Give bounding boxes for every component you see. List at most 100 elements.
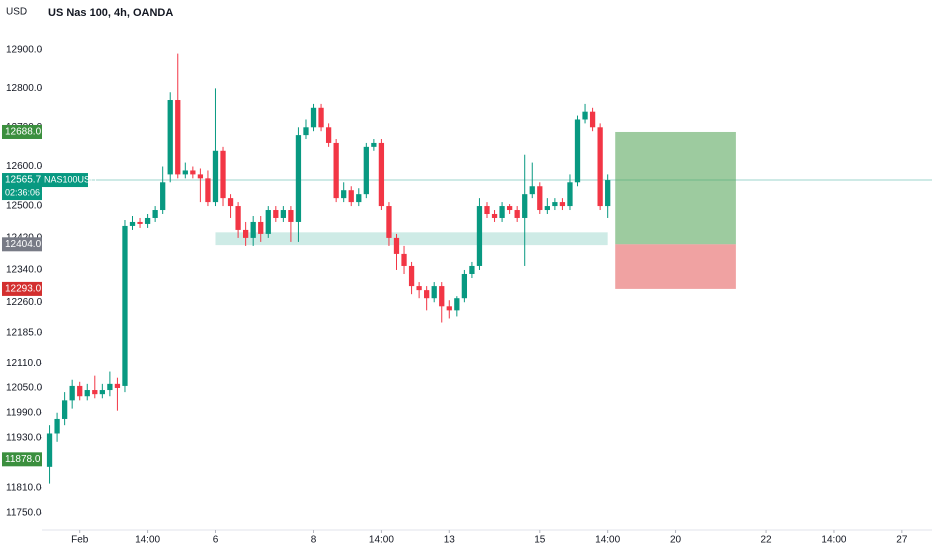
countdown: 02:36:06	[5, 187, 40, 197]
candle-body	[514, 210, 520, 218]
candle-body	[522, 194, 528, 218]
candle-body	[258, 221, 264, 234]
candle-body	[84, 390, 90, 397]
y-tick-label: 11810.0	[6, 482, 42, 493]
candle-body	[220, 150, 226, 199]
candle-body	[431, 286, 437, 299]
candle-body	[310, 107, 317, 128]
candle-body	[325, 127, 332, 143]
y-tick-label: 12800.0	[6, 83, 43, 94]
candle-body	[182, 170, 188, 175]
x-tick-label: 14:00	[595, 535, 620, 546]
support-zone	[215, 232, 608, 246]
symbol: NAS100USD	[44, 174, 97, 184]
candle-body	[333, 142, 339, 199]
candle-body	[175, 100, 181, 175]
x-tick-label: 8	[311, 535, 317, 546]
x-tick-label: 15	[534, 535, 546, 546]
candle-body	[129, 221, 136, 226]
candle-body	[77, 385, 83, 397]
y-tick-label: 11750.0	[6, 508, 42, 519]
candle-body	[484, 206, 490, 214]
last-price: 12565.7	[5, 175, 42, 186]
candle-body	[265, 210, 271, 234]
candle-body	[122, 225, 128, 386]
y-tick-label: 12260.0	[6, 297, 43, 308]
candle-body	[197, 174, 204, 179]
candle-body	[144, 217, 151, 224]
stop-tag: 12293.0	[5, 284, 42, 295]
candle-body	[303, 127, 309, 136]
candle-body	[273, 210, 279, 218]
y-tick-label: 12900.0	[6, 44, 43, 55]
candle-body	[341, 190, 347, 199]
y-tick-label: 11930.0	[6, 432, 42, 443]
candle-body	[243, 229, 249, 238]
candle-body	[190, 170, 196, 175]
candle-body	[476, 206, 483, 266]
y-tick-label: 12185.0	[6, 327, 43, 338]
last-price-bg	[2, 173, 42, 201]
y-tick-label: 12340.0	[6, 265, 43, 276]
candle-body	[454, 298, 460, 311]
marker-tag-bg	[2, 452, 42, 467]
marker-tag: 11878.0	[5, 454, 41, 465]
candle-body	[107, 383, 113, 391]
candle-body	[439, 286, 445, 307]
candle-body	[386, 206, 392, 238]
candle-body	[446, 306, 452, 311]
x-tick-label: 13	[444, 535, 456, 546]
candle-body	[227, 198, 234, 207]
candle-body	[280, 210, 286, 218]
candle-body	[92, 390, 98, 395]
candle-body	[401, 253, 407, 266]
candle-body	[491, 213, 498, 218]
candle-body	[461, 273, 468, 299]
candle-body	[529, 186, 535, 195]
candle-body	[597, 127, 603, 207]
candle-body	[378, 142, 385, 207]
candle-body	[99, 390, 105, 395]
candle-body	[499, 206, 505, 218]
candle-body	[506, 206, 513, 211]
candle-body	[393, 237, 400, 254]
candle-body	[574, 119, 581, 183]
y-tick-label: 12050.0	[6, 383, 43, 394]
candle-body	[167, 100, 173, 175]
candle-body	[295, 135, 302, 222]
candle-body	[160, 182, 166, 211]
candle-body	[408, 265, 415, 287]
x-tick-label: 22	[761, 535, 773, 546]
symbol-bg	[42, 173, 88, 188]
candle-body	[212, 150, 219, 203]
x-tick-label: 14:00	[369, 535, 394, 546]
currency: USD	[6, 7, 27, 18]
candle-body	[152, 210, 158, 218]
candle-body	[69, 385, 75, 401]
entry-tag-bg	[2, 237, 42, 252]
candle-body	[552, 202, 558, 207]
target-tag-bg	[2, 124, 42, 139]
x-tick-label: 14:00	[821, 535, 846, 546]
candle-body	[288, 210, 294, 222]
candle-body	[567, 182, 573, 207]
y-tick-label: 12600.0	[6, 161, 43, 172]
candle-body	[54, 418, 60, 434]
x-tick-label: Feb	[71, 535, 89, 546]
target-tag: 12688.0	[5, 127, 42, 138]
stop-tag-bg	[2, 281, 42, 296]
x-tick-label: 27	[896, 535, 908, 546]
candle-body	[61, 400, 68, 419]
candle-body	[356, 194, 362, 203]
candle-body	[544, 206, 550, 211]
chart-title: US Nas 100, 4h, OANDA	[48, 7, 173, 19]
candle-body	[348, 190, 354, 203]
stop-zone	[615, 244, 736, 289]
candle-body	[371, 142, 377, 147]
y-tick-label: 11990.0	[6, 407, 42, 418]
candle-body	[589, 111, 596, 128]
candle-body	[469, 265, 475, 274]
x-tick-label: 20	[670, 535, 682, 546]
target-zone	[615, 131, 736, 245]
